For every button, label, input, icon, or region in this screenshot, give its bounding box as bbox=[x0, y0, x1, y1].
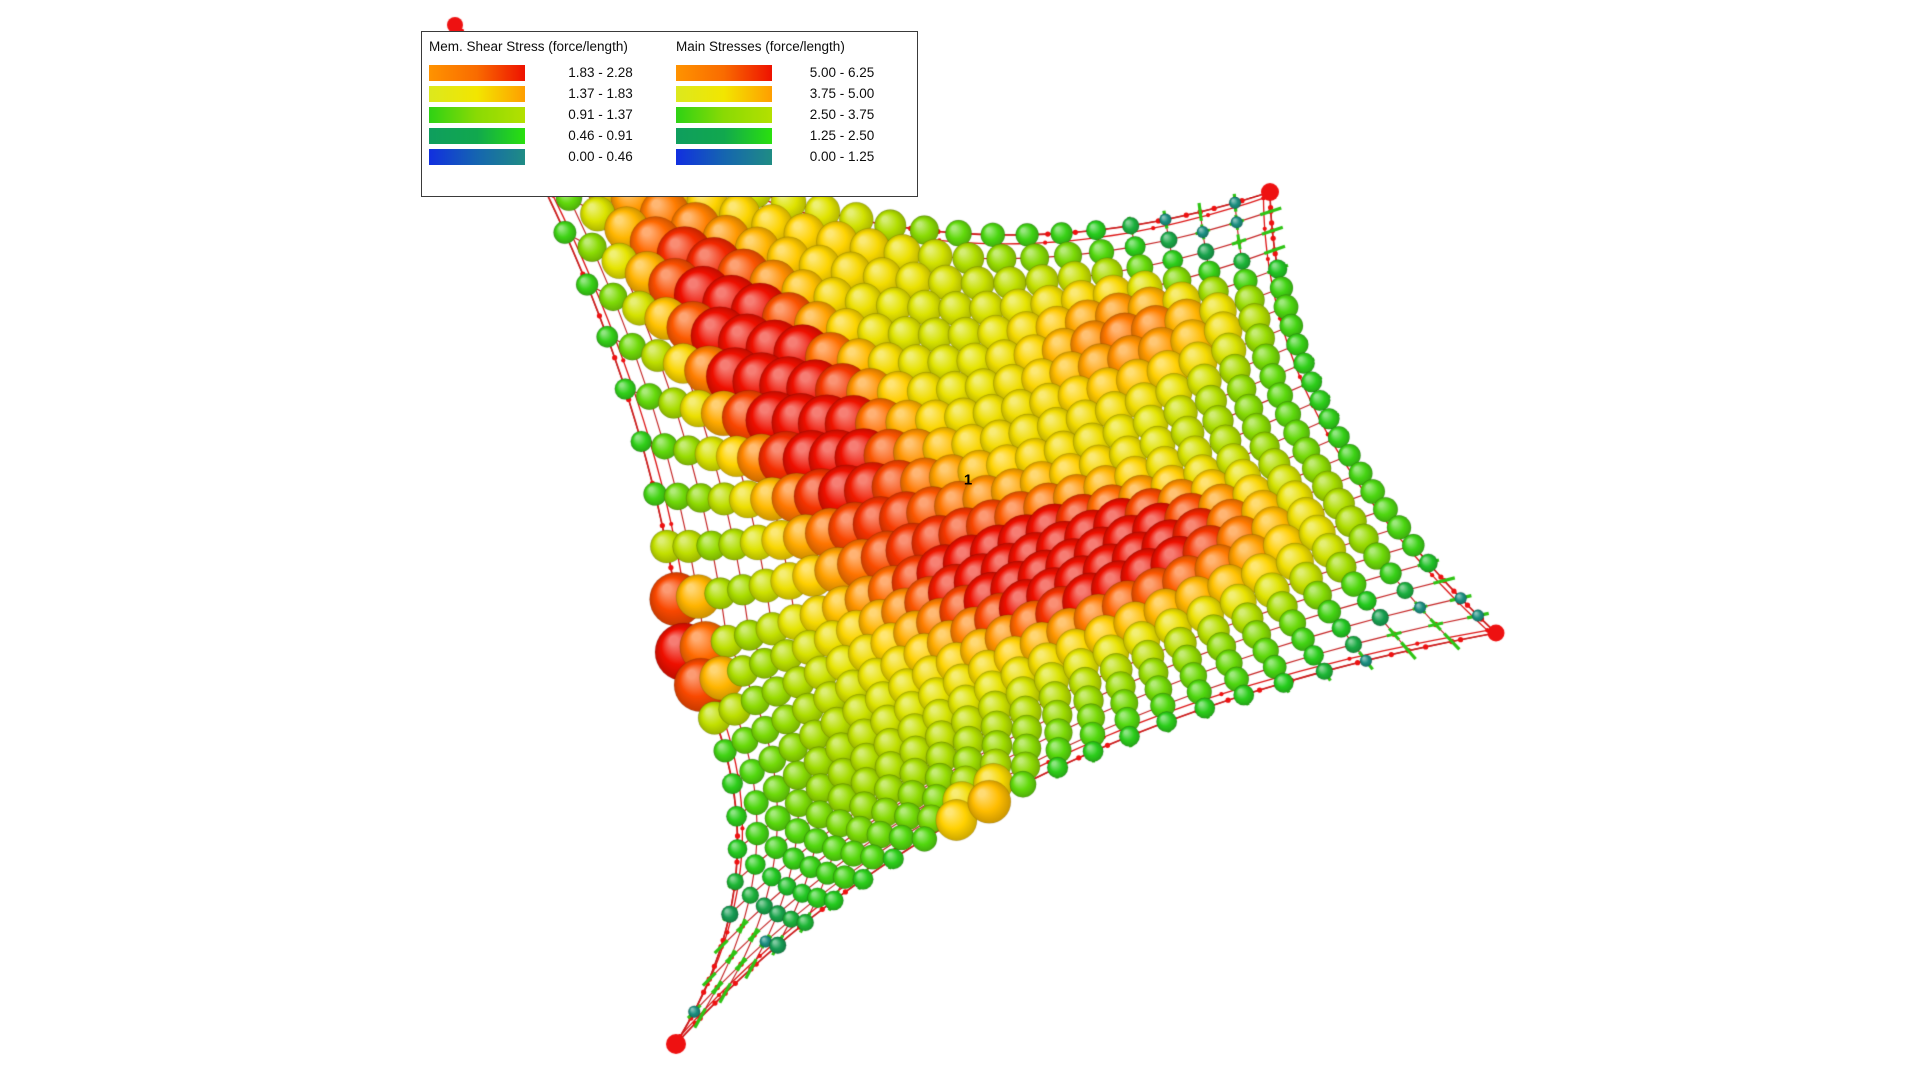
legend-row: 3.75 - 5.00 bbox=[676, 83, 912, 104]
legend-row: 0.00 - 1.25 bbox=[676, 146, 912, 167]
legend-range: 1.37 - 1.83 bbox=[568, 86, 633, 101]
legend-range: 5.00 - 6.25 bbox=[809, 65, 875, 80]
legend-swatch bbox=[429, 85, 525, 102]
legend-row: 0.00 - 0.46 bbox=[429, 146, 676, 167]
legend-swatch bbox=[429, 106, 525, 123]
legend-range: 0.00 - 0.46 bbox=[568, 149, 633, 164]
legend-row: 0.91 - 1.37 bbox=[429, 104, 676, 125]
legend-title-shear: Mem. Shear Stress (force/length) bbox=[429, 39, 628, 54]
legend-row: 1.25 - 2.50 bbox=[676, 125, 912, 146]
legend-swatch bbox=[676, 127, 772, 144]
legend-swatch bbox=[676, 85, 772, 102]
legend-swatch bbox=[676, 64, 772, 81]
legend-range: 0.00 - 1.25 bbox=[809, 149, 875, 164]
legend-range: 0.91 - 1.37 bbox=[568, 107, 633, 122]
legend-range: 1.83 - 2.28 bbox=[568, 65, 633, 80]
legend-rows: 1.83 - 2.28 1.37 - 1.83 0.91 - 1.37 0.46 - … bbox=[429, 62, 676, 167]
legend-swatch bbox=[429, 127, 525, 144]
legend-row: 1.37 - 1.83 bbox=[429, 83, 676, 104]
legend-row: 5.00 - 6.25 bbox=[676, 62, 912, 83]
legend-swatch bbox=[429, 148, 525, 165]
legend-swatch bbox=[676, 148, 772, 165]
legend-title-main: Main Stresses (force/length) bbox=[676, 39, 845, 54]
legend-range: 0.46 - 0.91 bbox=[568, 128, 633, 143]
legend-range: 1.25 - 2.50 bbox=[809, 128, 875, 143]
legend-group-main: Main Stresses (force/length) 5.00 - 6.25… bbox=[676, 36, 912, 196]
legend-panel: Mem. Shear Stress (force/length) 1.83 - … bbox=[421, 31, 918, 197]
legend-row: 1.83 - 2.28 bbox=[429, 62, 676, 83]
legend-swatch bbox=[676, 106, 772, 123]
legend-range: 2.50 - 3.75 bbox=[809, 107, 875, 122]
legend-row: 0.46 - 0.91 bbox=[429, 125, 676, 146]
legend-swatch bbox=[429, 64, 525, 81]
node-label: 1 bbox=[963, 471, 973, 489]
legend-range: 3.75 - 5.00 bbox=[809, 86, 875, 101]
legend-rows: 5.00 - 6.25 3.75 - 5.00 2.50 - 3.75 1.25 - … bbox=[676, 62, 912, 167]
legend-group-shear: Mem. Shear Stress (force/length) 1.83 - … bbox=[429, 36, 676, 196]
legend-row: 2.50 - 3.75 bbox=[676, 104, 912, 125]
